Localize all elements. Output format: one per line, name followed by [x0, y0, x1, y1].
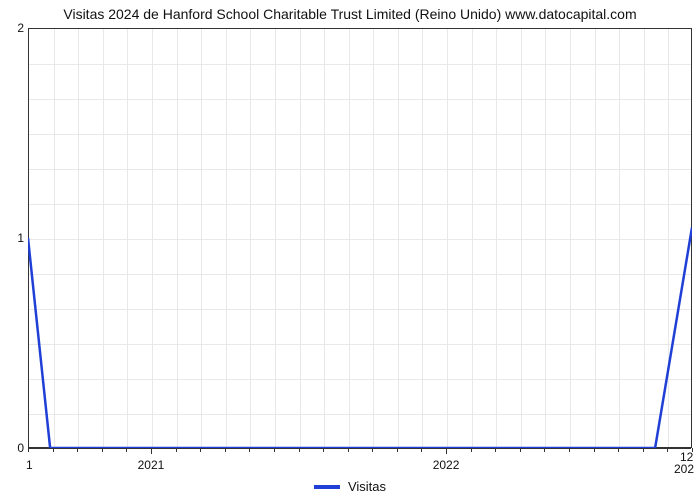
x-tick-minor: [397, 448, 398, 452]
x-tick-minor: [348, 448, 349, 452]
x-tick-minor: [520, 448, 521, 452]
grid-vertical: [201, 29, 202, 447]
grid-vertical: [668, 29, 669, 447]
x-edge-left-label: 1: [26, 458, 33, 472]
x-tick-minor: [618, 448, 619, 452]
x-tick-minor: [225, 448, 226, 452]
x-tick-minor: [102, 448, 103, 452]
legend: Visitas: [314, 479, 386, 494]
grid-vertical: [226, 29, 227, 447]
grid-vertical: [250, 29, 251, 447]
grid-horizontal-minor: [29, 379, 691, 380]
x-tick-major: [151, 448, 152, 454]
x-tick-minor: [126, 448, 127, 452]
grid-vertical: [152, 29, 153, 447]
zero-line: [29, 448, 691, 449]
x-tick-minor: [77, 448, 78, 452]
x-tick-minor: [495, 448, 496, 452]
grid-horizontal-minor: [29, 134, 691, 135]
chart-title: Visitas 2024 de Hanford School Charitabl…: [63, 6, 636, 22]
x-tick-minor: [569, 448, 570, 452]
x-tick-major: [446, 448, 447, 454]
x-tick-minor: [299, 448, 300, 452]
grid-horizontal-minor: [29, 344, 691, 345]
y-tick-label: 1: [10, 231, 24, 245]
y-tick-label: 0: [10, 441, 24, 455]
grid-horizontal-minor: [29, 204, 691, 205]
chart-area: [28, 28, 692, 448]
x-tick-minor: [323, 448, 324, 452]
x-major-label: 2022: [433, 458, 460, 472]
x-major-label: 2021: [138, 458, 165, 472]
grid-vertical: [644, 29, 645, 447]
legend-label: Visitas: [348, 479, 386, 494]
x-tick-minor: [594, 448, 595, 452]
legend-swatch: [314, 485, 340, 489]
x-tick-minor: [421, 448, 422, 452]
grid-vertical: [570, 29, 571, 447]
grid-vertical: [78, 29, 79, 447]
grid-vertical: [545, 29, 546, 447]
chart-container: Visitas 2024 de Hanford School Charitabl…: [0, 0, 700, 500]
x-tick-minor: [471, 448, 472, 452]
grid-horizontal-minor: [29, 309, 691, 310]
grid-vertical: [127, 29, 128, 447]
x-tick-minor: [249, 448, 250, 452]
grid-vertical: [398, 29, 399, 447]
grid-vertical: [349, 29, 350, 447]
grid-horizontal-minor: [29, 169, 691, 170]
x-tick-minor: [200, 448, 201, 452]
grid-vertical: [521, 29, 522, 447]
grid-vertical: [447, 29, 448, 447]
x-edge-right-year: 202: [674, 462, 694, 476]
x-tick-minor: [28, 448, 29, 452]
grid-horizontal-minor: [29, 99, 691, 100]
x-tick-minor: [274, 448, 275, 452]
grid-vertical: [54, 29, 55, 447]
grid-vertical: [300, 29, 301, 447]
y-tick-label: 2: [10, 21, 24, 35]
grid-horizontal-major: [29, 239, 691, 240]
plot-box: [28, 28, 692, 448]
grid-vertical: [496, 29, 497, 447]
grid-vertical: [177, 29, 178, 447]
grid-vertical: [373, 29, 374, 447]
grid-vertical: [324, 29, 325, 447]
grid-horizontal-minor: [29, 414, 691, 415]
grid-vertical: [472, 29, 473, 447]
grid-vertical: [275, 29, 276, 447]
x-tick-minor: [544, 448, 545, 452]
x-tick-minor: [667, 448, 668, 452]
grid-vertical: [422, 29, 423, 447]
grid-vertical: [619, 29, 620, 447]
grid-vertical: [595, 29, 596, 447]
x-tick-minor: [53, 448, 54, 452]
grid-horizontal-minor: [29, 274, 691, 275]
grid-horizontal-minor: [29, 64, 691, 65]
grid-vertical: [103, 29, 104, 447]
x-tick-minor: [176, 448, 177, 452]
x-tick-minor: [643, 448, 644, 452]
x-tick-minor: [372, 448, 373, 452]
